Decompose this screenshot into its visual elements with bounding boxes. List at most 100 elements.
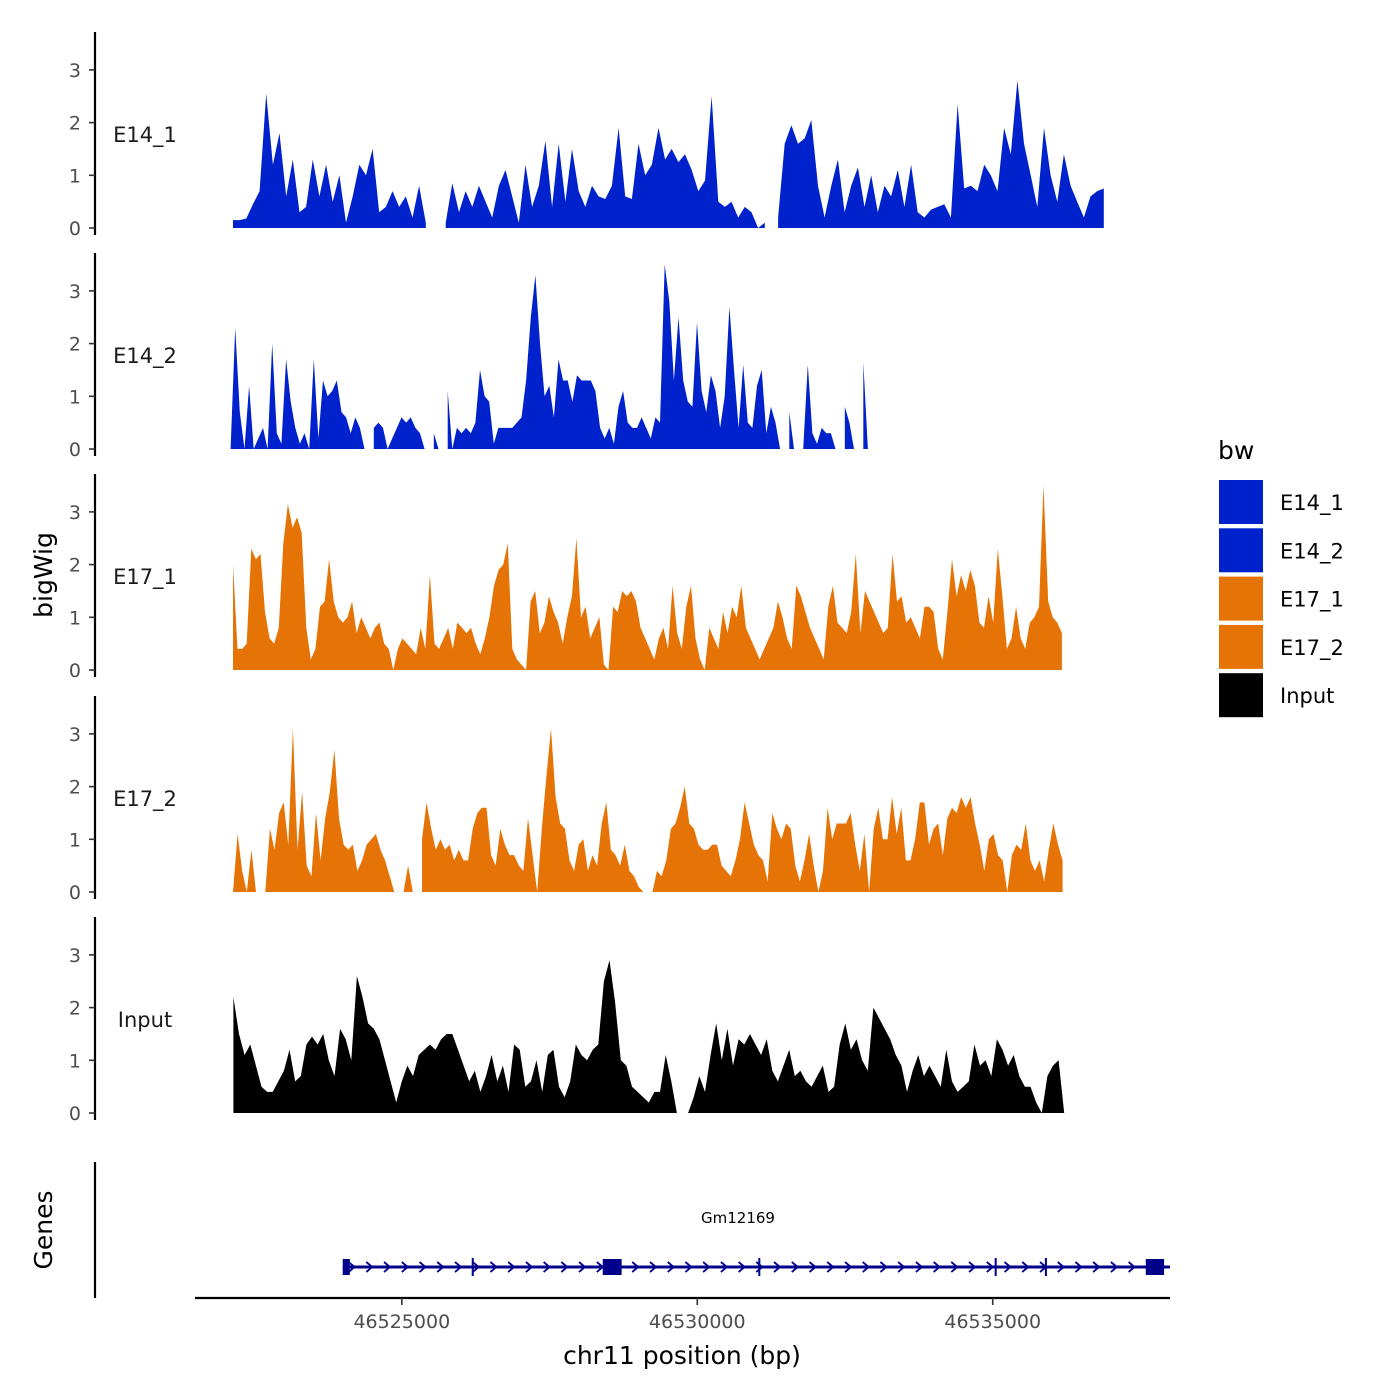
gene-name-label: Gm12169 <box>701 1209 775 1227</box>
legend-swatch-e14-1 <box>1219 480 1263 524</box>
strand-arrow-5 <box>436 1261 445 1273</box>
strand-arrow-42 <box>1092 1261 1101 1273</box>
area-e14-2-segment-3 <box>447 264 781 449</box>
strand-arrow-9 <box>507 1261 516 1273</box>
area-e14-2-segment-2 <box>433 433 439 449</box>
y-tick-label-e14-1-1: 1 <box>69 165 81 187</box>
y-tick-label-e17-2-1: 1 <box>69 829 81 851</box>
legend-label-input: Input <box>1280 684 1334 708</box>
exon-1 <box>602 1259 622 1275</box>
area-input-segment-1 <box>688 1007 1065 1113</box>
x-axis: 46525000 46530000 46535000 <box>195 1296 1170 1333</box>
strand-arrow-6 <box>454 1261 463 1273</box>
legend-title: bw <box>1218 436 1254 465</box>
strand-arrow-7 <box>472 1261 481 1273</box>
track-label-e17-2: E17_2 <box>113 787 177 812</box>
area-e17-2-segment-1 <box>265 728 395 892</box>
y-tick-label-input-0: 0 <box>69 1103 81 1125</box>
strand-arrow-25 <box>791 1261 800 1273</box>
y-tick-label-e17-1-2: 2 <box>69 555 81 577</box>
x-axis-title: chr11 position (bp) <box>563 1341 801 1370</box>
strand-arrow-24 <box>773 1261 782 1273</box>
strand-arrow-0 <box>348 1261 357 1273</box>
strand-arrow-18 <box>667 1261 676 1273</box>
exon-2 <box>1145 1259 1165 1275</box>
y-tick-label-e14-1-0: 0 <box>69 218 81 240</box>
strand-arrow-37 <box>1003 1261 1012 1273</box>
area-e14-1-segment-2 <box>778 80 1104 229</box>
exon-0 <box>342 1259 350 1275</box>
y-tick-label-e14-1-3: 3 <box>69 60 81 82</box>
strand-arrow-43 <box>1110 1261 1119 1273</box>
y-tick-label-e14-2-2: 2 <box>69 334 81 356</box>
strand-arrow-31 <box>897 1261 906 1273</box>
track-e14-1: 0 1 2 3 E14_1 <box>69 32 1104 240</box>
tracks-group: 0 1 2 3 E14_1 0 1 2 3 E14_2 0 1 2 3 E17_1 0 1 2 3 E17_2 0 1 2 3… <box>69 32 1104 1125</box>
track-label-e14-2: E14_2 <box>113 344 177 369</box>
legend-swatch-e17-2 <box>1219 624 1263 669</box>
strand-arrow-27 <box>826 1261 835 1273</box>
strand-arrow-38 <box>1021 1261 1030 1273</box>
y-tick-label-e17-1-1: 1 <box>69 607 81 629</box>
y-tick-label-input-2: 2 <box>69 998 81 1020</box>
legend-label-e14-2: E14_2 <box>1280 539 1344 564</box>
y-tick-label-input-3: 3 <box>69 945 81 967</box>
gene-track: Gm12169 <box>93 1162 1170 1298</box>
strand-arrow-19 <box>684 1261 693 1273</box>
area-e17-2-segment-3 <box>422 728 644 892</box>
track-label-input: Input <box>118 1008 172 1032</box>
y-tick-label-e14-2-1: 1 <box>69 386 81 408</box>
area-e14-1-segment-1 <box>445 96 765 228</box>
area-e17-2-segment-2 <box>403 865 413 892</box>
area-e17-2-segment-0 <box>233 834 256 892</box>
track-label-e17-1: E17_1 <box>113 565 177 590</box>
y-tick-label-e17-1-0: 0 <box>69 660 81 682</box>
strand-arrow-8 <box>489 1261 498 1273</box>
area-e14-2-segment-5 <box>844 406 854 449</box>
strand-arrow-26 <box>808 1261 817 1273</box>
strand-arrow-23 <box>755 1261 764 1273</box>
track-e17-2: 0 1 2 3 E17_2 <box>69 696 1063 904</box>
strand-arrow-30 <box>879 1261 888 1273</box>
area-e14-2-segment-0 <box>230 327 365 449</box>
strand-arrow-21 <box>720 1261 729 1273</box>
y-tick-label-e14-2-0: 0 <box>69 439 81 461</box>
x-tick-label-46530000: 46530000 <box>649 1311 746 1333</box>
y-tick-label-input-1: 1 <box>69 1050 81 1072</box>
strand-arrow-20 <box>702 1261 711 1273</box>
strand-arrow-44 <box>1128 1261 1137 1273</box>
strand-arrow-1 <box>365 1261 374 1273</box>
strand-arrow-13 <box>578 1261 587 1273</box>
strand-arrow-29 <box>862 1261 871 1273</box>
strand-arrow-28 <box>844 1261 853 1273</box>
area-e17-2-segment-4 <box>652 786 1063 892</box>
area-e14-2-segment-4 <box>789 364 836 449</box>
area-e14-2-segment-1 <box>373 417 425 449</box>
y-axis-title: bigWig <box>29 532 58 618</box>
legend-swatch-e14-2 <box>1219 528 1263 573</box>
genes-track-title: Genes <box>29 1190 58 1269</box>
strand-arrow-22 <box>738 1261 747 1273</box>
y-tick-label-e17-2-2: 2 <box>69 777 81 799</box>
strand-arrow-35 <box>968 1261 977 1273</box>
area-e14-2-segment-6 <box>863 362 868 449</box>
strand-arrow-12 <box>560 1261 569 1273</box>
legend-label-e17-1: E17_1 <box>1280 588 1344 613</box>
y-tick-label-e17-2-3: 3 <box>69 724 81 746</box>
strand-arrow-4 <box>418 1261 427 1273</box>
strand-arrow-17 <box>649 1261 658 1273</box>
track-e17-1: 0 1 2 3 E17_1 <box>69 474 1062 682</box>
track-label-e14-1: E14_1 <box>113 123 177 148</box>
strand-arrow-11 <box>543 1261 552 1273</box>
strand-arrow-33 <box>933 1261 942 1273</box>
strand-arrow-41 <box>1074 1261 1083 1273</box>
strand-arrow-34 <box>950 1261 959 1273</box>
legend-label-e17-2: E17_2 <box>1280 636 1344 661</box>
x-tick-label-46525000: 46525000 <box>353 1311 450 1333</box>
strand-arrow-3 <box>401 1261 410 1273</box>
legend-swatch-e17-1 <box>1219 576 1263 621</box>
strand-arrow-36 <box>986 1261 995 1273</box>
area-e17-1-segment-0 <box>233 485 1062 670</box>
